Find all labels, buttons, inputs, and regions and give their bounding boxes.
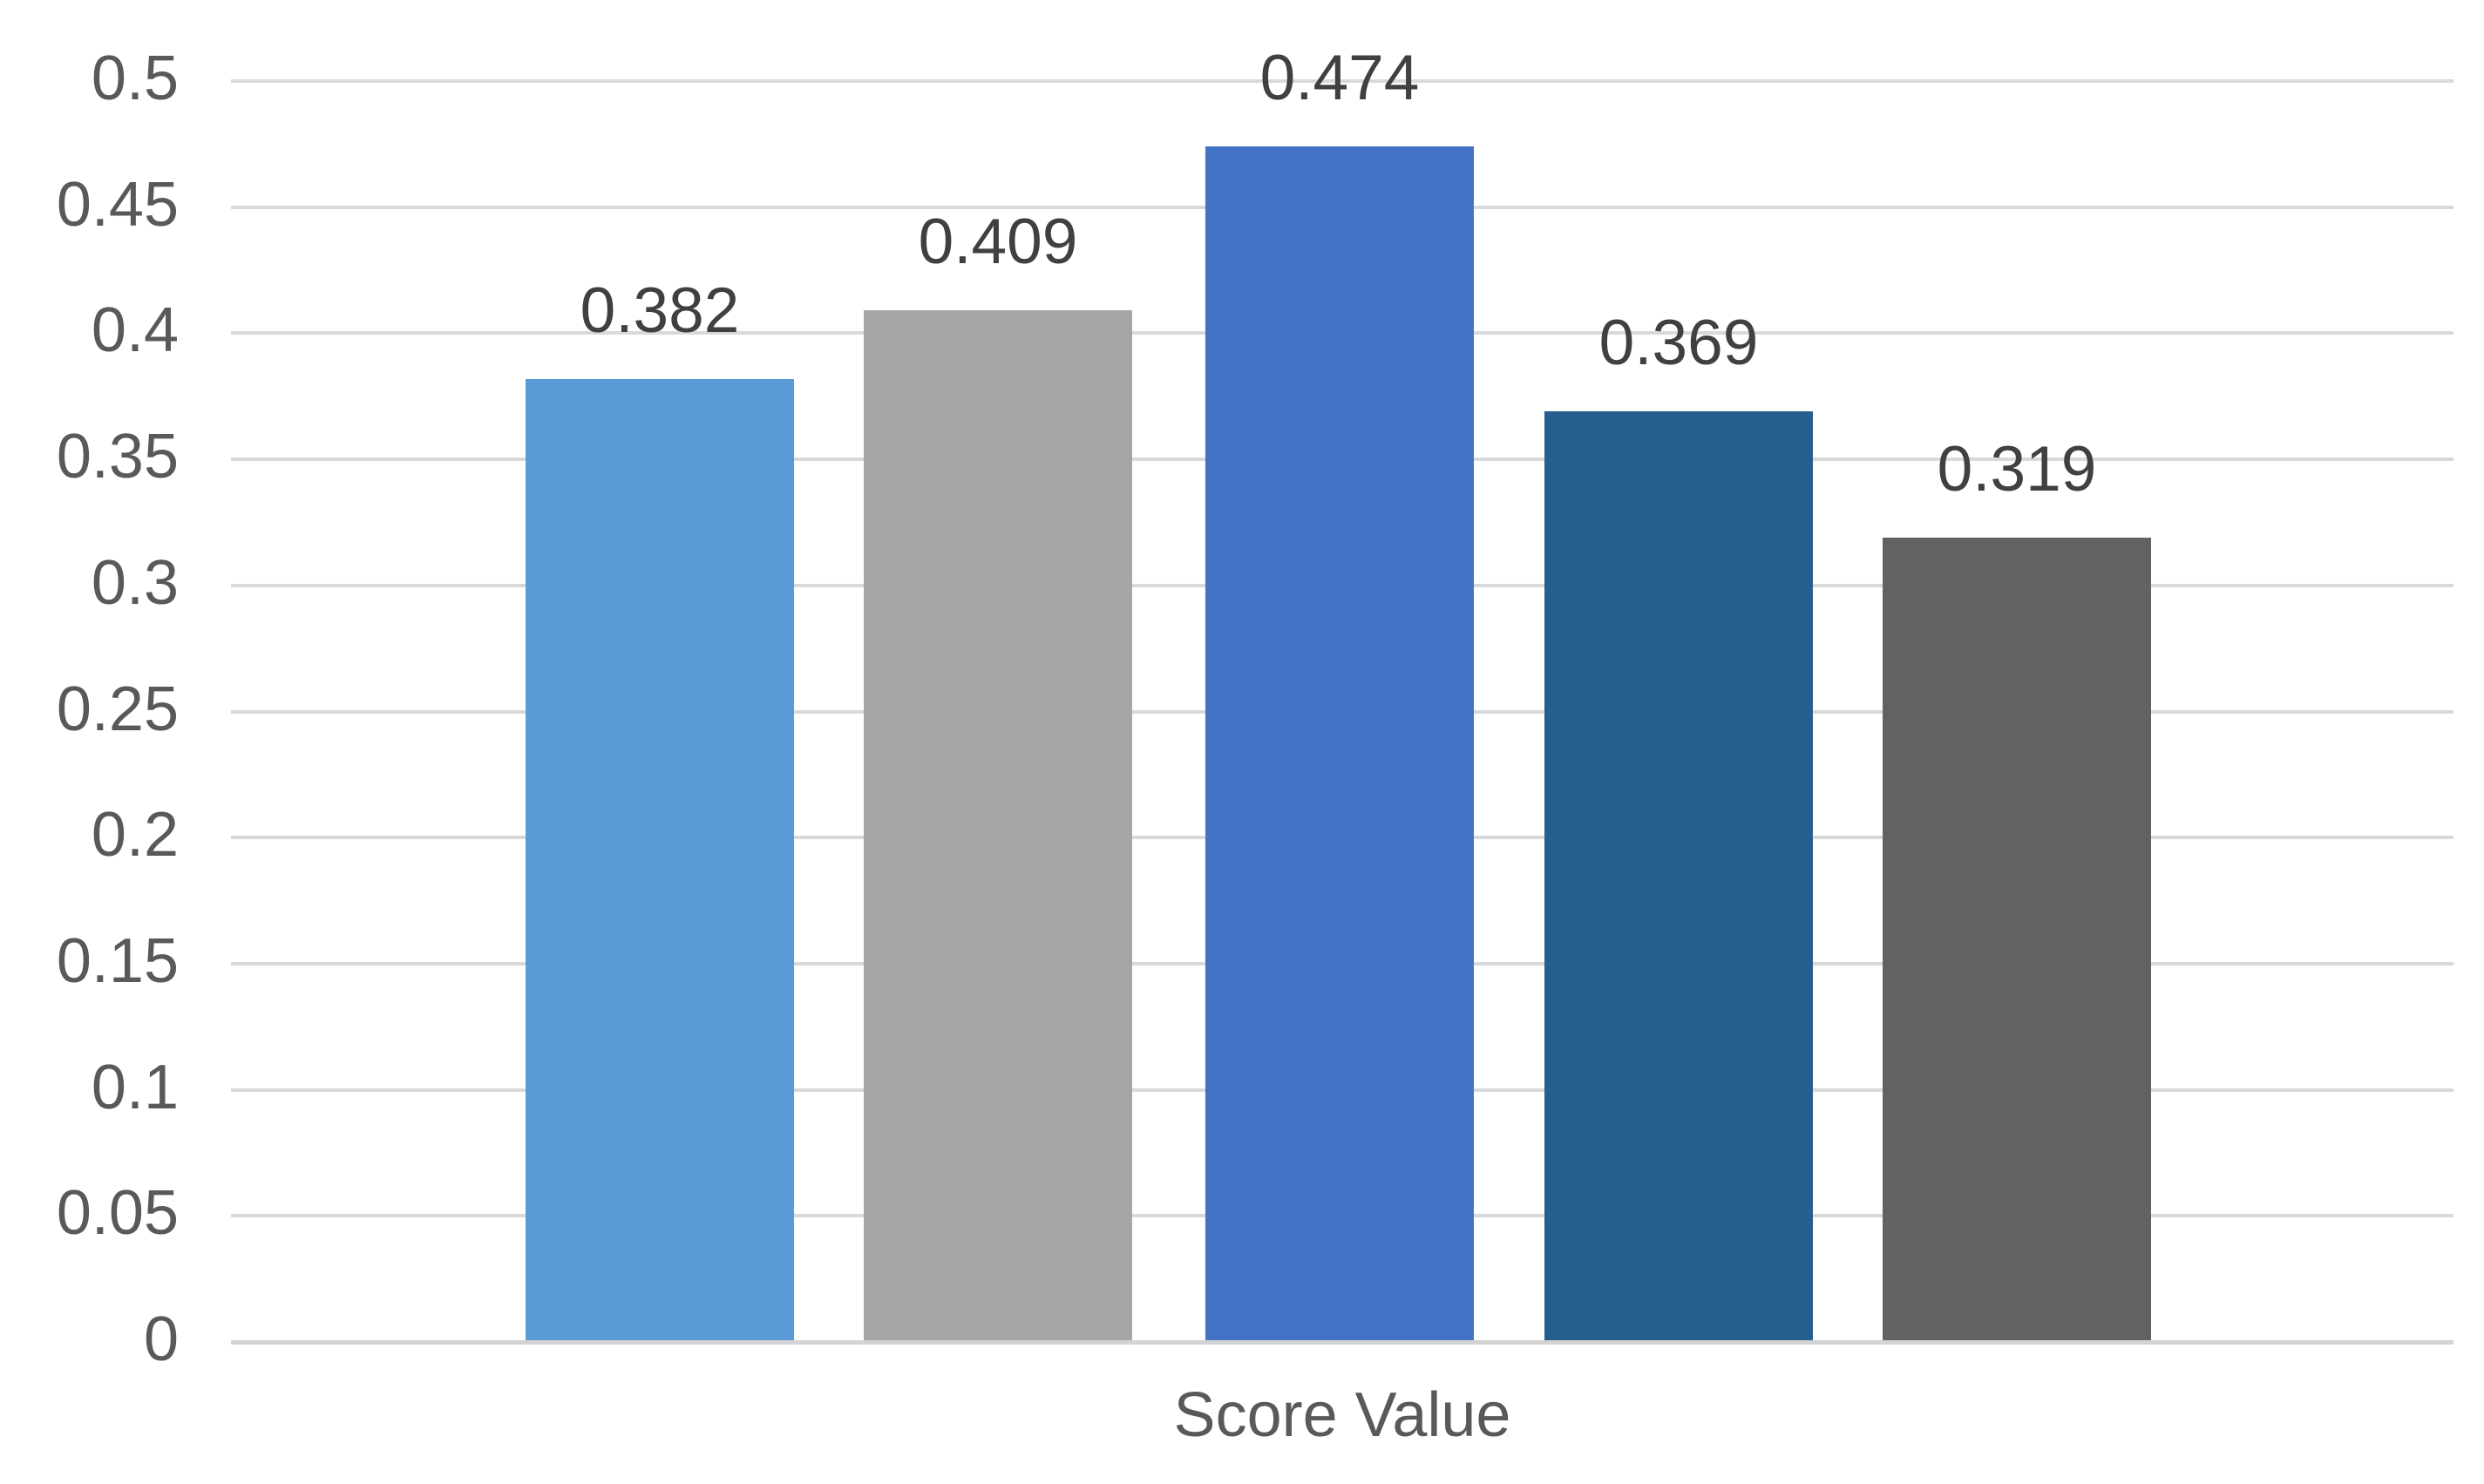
- y-tick-label-0.2: 0.2: [91, 800, 179, 871]
- x-axis-line: [231, 1340, 2453, 1345]
- bar-1: [526, 378, 794, 1342]
- x-axis-title: Score Value: [1173, 1380, 1511, 1450]
- gridline-0.5: [231, 79, 2453, 83]
- bar-5: [1883, 537, 2151, 1342]
- y-tick-label-0.5: 0.5: [91, 44, 179, 113]
- y-tick-label-0.05: 0.05: [56, 1178, 179, 1249]
- bar-value-label-2: 0.409: [918, 207, 1078, 278]
- y-tick-label-0.35: 0.35: [56, 422, 179, 492]
- y-tick-label-0.25: 0.25: [56, 674, 179, 744]
- bar-4: [1544, 411, 1813, 1342]
- bar-value-label-5: 0.319: [1937, 433, 2097, 505]
- y-tick-label-0.4: 0.4: [91, 295, 179, 366]
- y-tick-label-0.1: 0.1: [91, 1052, 179, 1122]
- bar-value-label-4: 0.369: [1598, 308, 1759, 379]
- y-tick-label-0: 0: [143, 1304, 179, 1374]
- bar-value-label-1: 0.382: [580, 274, 740, 346]
- y-tick-label-0.3: 0.3: [91, 547, 179, 618]
- bar-3: [1205, 146, 1474, 1342]
- y-tick-label-0.15: 0.15: [56, 925, 179, 996]
- bar-2: [864, 310, 1132, 1342]
- y-tick-label-0.45: 0.45: [56, 169, 179, 240]
- bar-value-label-3: 0.474: [1259, 43, 1420, 114]
